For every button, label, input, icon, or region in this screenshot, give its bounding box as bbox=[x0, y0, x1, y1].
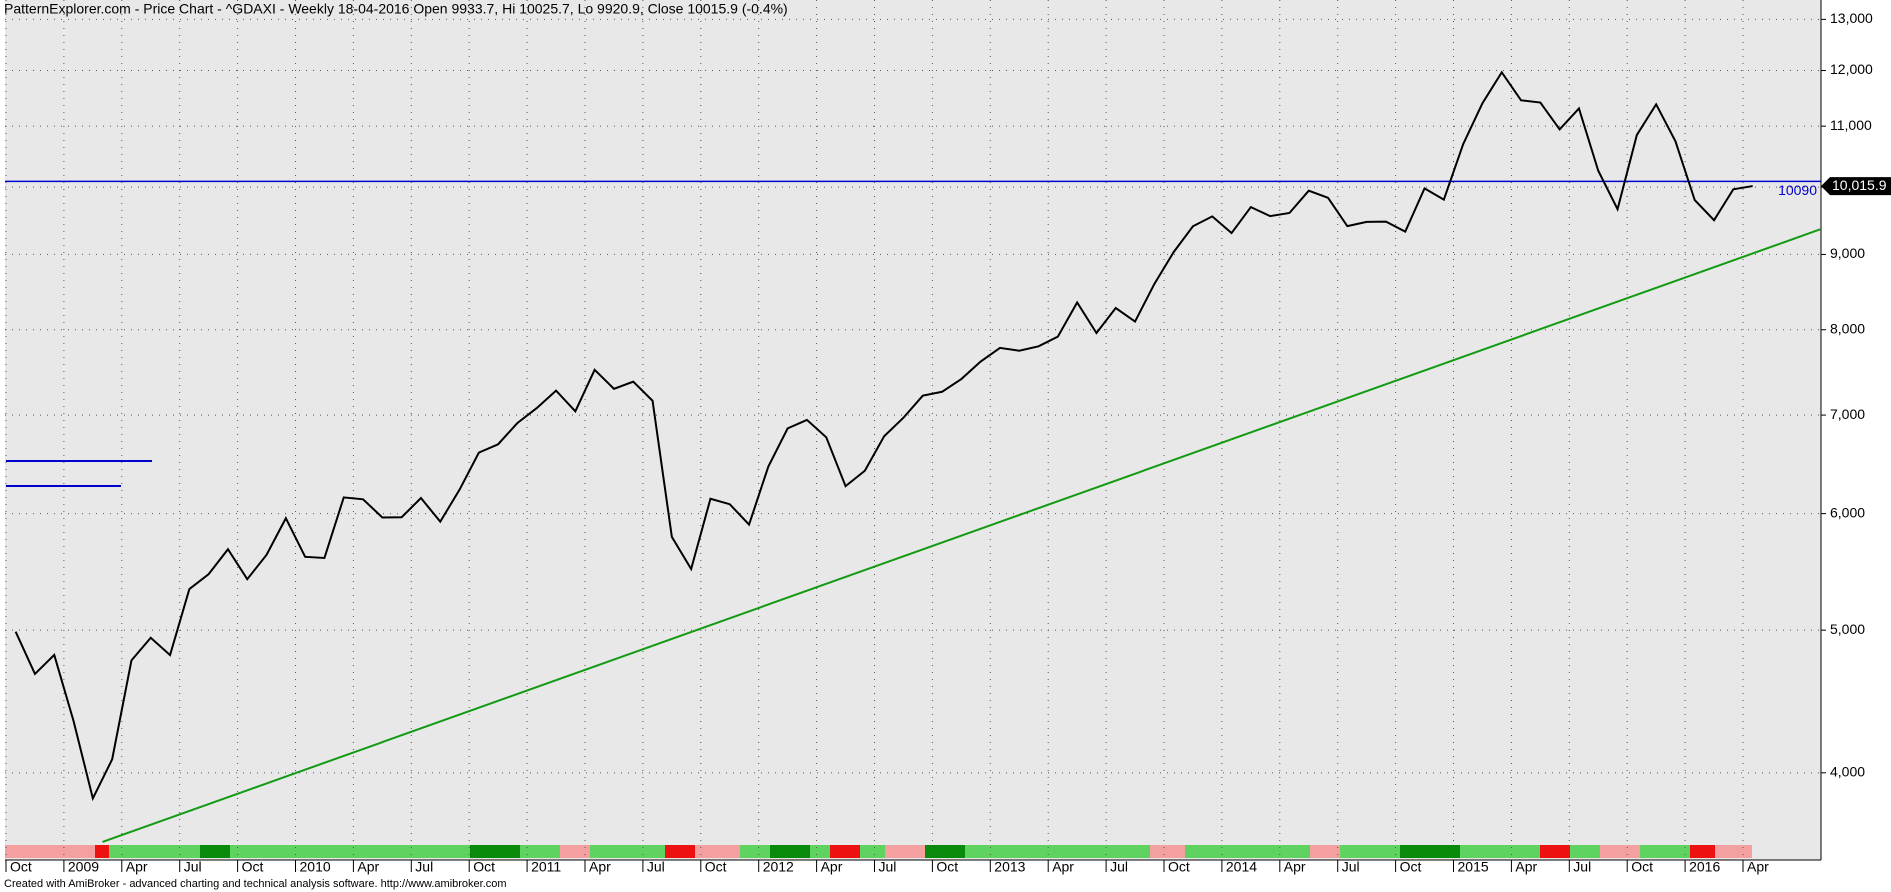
x-tick-label: Oct bbox=[1631, 859, 1653, 875]
strip-segment bbox=[925, 845, 965, 858]
strip-segment bbox=[695, 845, 740, 858]
chart-title: PatternExplorer.com - Price Chart - ^GDA… bbox=[4, 1, 788, 17]
x-tick-label: 2014 bbox=[1226, 859, 1257, 875]
strip-segment bbox=[1600, 845, 1640, 858]
x-tick-label: Oct bbox=[242, 859, 264, 875]
strip-segment bbox=[560, 845, 590, 858]
x-tick-label: Oct bbox=[1400, 859, 1422, 875]
x-tick-label: Apr bbox=[1515, 859, 1537, 875]
y-tick-label: 11,000 bbox=[1830, 117, 1872, 133]
strip-segment bbox=[1540, 845, 1570, 858]
x-tick-label: Jul bbox=[184, 859, 202, 875]
strip-segment bbox=[665, 845, 695, 858]
level-label: 10090 bbox=[1778, 182, 1817, 198]
x-tick-label: 2011 bbox=[531, 859, 561, 875]
last-value-tag bbox=[1821, 177, 1891, 196]
x-tick-label: Oct bbox=[936, 859, 958, 875]
x-tick-label: Jul bbox=[1573, 859, 1591, 875]
y-tick-label: 6,000 bbox=[1830, 504, 1865, 520]
strip-segment bbox=[470, 845, 520, 858]
strip-segment bbox=[770, 845, 810, 858]
x-tick-label: Apr bbox=[1747, 859, 1769, 875]
x-tick-label: Oct bbox=[10, 859, 32, 875]
y-tick-label: 13,000 bbox=[1830, 10, 1873, 26]
y-tick-label: 7,000 bbox=[1830, 406, 1865, 422]
last-value-label: 10,015.9 bbox=[1832, 177, 1887, 193]
strip-segment bbox=[1400, 845, 1460, 858]
x-tick-label: 2010 bbox=[300, 859, 331, 875]
x-tick-label: 2012 bbox=[763, 859, 794, 875]
y-tick-label: 5,000 bbox=[1830, 621, 1865, 637]
strip-base bbox=[5, 845, 1752, 858]
x-tick-label: Jul bbox=[1110, 859, 1128, 875]
strip-segment bbox=[1310, 845, 1340, 858]
strip-segment bbox=[885, 845, 925, 858]
y-tick-label: 9,000 bbox=[1830, 245, 1865, 261]
footer: Created with AmiBroker - advanced charti… bbox=[4, 878, 507, 890]
x-tick-label: Apr bbox=[1052, 859, 1074, 875]
strip-segment bbox=[95, 845, 109, 858]
y-tick-label: 4,000 bbox=[1830, 764, 1865, 780]
x-tick-label: 2015 bbox=[1458, 859, 1489, 875]
y-tick-label: 12,000 bbox=[1830, 61, 1873, 77]
x-tick-label: Oct bbox=[473, 859, 495, 875]
x-tick-label: Jul bbox=[415, 859, 433, 875]
strip-segment bbox=[200, 845, 230, 858]
x-tick-label: Apr bbox=[821, 859, 843, 875]
trendline bbox=[102, 228, 1821, 843]
x-tick-label: Jul bbox=[879, 859, 897, 875]
price-line bbox=[14, 70, 1753, 802]
strip-segment bbox=[5, 845, 95, 858]
x-tick-label: 2009 bbox=[68, 859, 99, 875]
x-tick-label: Apr bbox=[1284, 859, 1306, 875]
indicator-strip bbox=[5, 845, 1752, 858]
x-tick-label: Oct bbox=[705, 859, 727, 875]
strip-segment bbox=[1690, 845, 1715, 858]
x-tick-label: Oct bbox=[1168, 859, 1190, 875]
y-tick-label: 8,000 bbox=[1830, 320, 1865, 336]
plot-area bbox=[5, 0, 1821, 860]
x-tick-label: Apr bbox=[357, 859, 379, 875]
x-tick-label: 2016 bbox=[1689, 859, 1720, 875]
x-tick-label: Jul bbox=[647, 859, 665, 875]
x-tick-label: Apr bbox=[126, 859, 148, 875]
x-tick-label: Apr bbox=[589, 859, 611, 875]
strip-segment bbox=[830, 845, 860, 858]
strip-segment bbox=[1715, 845, 1752, 858]
strip-segment bbox=[1150, 845, 1185, 858]
x-tick-label: Jul bbox=[1342, 859, 1360, 875]
x-tick-label: 2013 bbox=[994, 859, 1025, 875]
